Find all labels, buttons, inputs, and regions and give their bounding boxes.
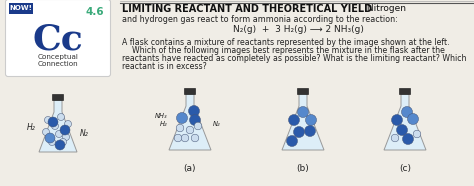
Text: reactant is in excess?: reactant is in excess?	[122, 62, 207, 71]
Text: (b): (b)	[297, 164, 310, 173]
Text: Cc: Cc	[33, 22, 83, 56]
Circle shape	[408, 113, 419, 124]
Circle shape	[55, 140, 65, 150]
Text: N₂(g)  +  3 H₂(g) ⟶ 2 NH₃(g): N₂(g) + 3 H₂(g) ⟶ 2 NH₃(g)	[233, 25, 364, 34]
Circle shape	[396, 124, 408, 135]
Circle shape	[189, 105, 200, 116]
Polygon shape	[39, 100, 77, 152]
Text: A flask contains a mixture of reactants represented by the image shown at the le: A flask contains a mixture of reactants …	[122, 38, 450, 47]
Text: NH₃: NH₃	[155, 113, 167, 119]
Circle shape	[45, 133, 55, 143]
Bar	[53, 94, 64, 100]
Circle shape	[298, 107, 309, 118]
Text: and hydrogen gas react to form ammonia according to the reaction:: and hydrogen gas react to form ammonia a…	[122, 15, 398, 24]
Circle shape	[293, 126, 304, 137]
Circle shape	[306, 115, 317, 126]
Circle shape	[194, 122, 202, 130]
Circle shape	[52, 123, 58, 129]
Circle shape	[413, 130, 421, 138]
Circle shape	[43, 129, 49, 135]
Circle shape	[181, 134, 189, 142]
Circle shape	[64, 121, 72, 127]
Circle shape	[48, 117, 58, 127]
Circle shape	[391, 134, 399, 142]
Circle shape	[392, 115, 402, 126]
Text: (c): (c)	[399, 164, 411, 173]
Circle shape	[60, 125, 70, 135]
Circle shape	[286, 135, 298, 147]
FancyBboxPatch shape	[6, 0, 110, 76]
Text: N₂: N₂	[213, 121, 220, 127]
Text: (a): (a)	[184, 164, 196, 173]
Circle shape	[176, 124, 184, 132]
Circle shape	[289, 115, 300, 126]
Circle shape	[174, 134, 182, 142]
Circle shape	[45, 116, 52, 124]
Text: NOW!: NOW!	[9, 6, 32, 12]
Polygon shape	[169, 94, 211, 150]
Text: 4.6: 4.6	[85, 7, 104, 17]
Circle shape	[191, 134, 199, 142]
Circle shape	[402, 134, 413, 145]
Bar	[400, 88, 410, 94]
Polygon shape	[282, 94, 324, 150]
Text: LIMITING REACTANT AND THEORETICAL YIELD: LIMITING REACTANT AND THEORETICAL YIELD	[122, 4, 372, 14]
Text: H₂: H₂	[159, 121, 167, 127]
Circle shape	[176, 113, 188, 124]
Text: Conceptual: Conceptual	[37, 54, 78, 60]
Text: Which of the following images best represents the mixture in the flask after the: Which of the following images best repre…	[122, 46, 445, 55]
Circle shape	[401, 107, 412, 118]
Bar	[9, 3, 33, 14]
Text: Nitrogen: Nitrogen	[364, 4, 406, 13]
Circle shape	[55, 131, 63, 137]
Text: reactants have reacted as completely as possible? What is the limiting reactant?: reactants have reacted as completely as …	[122, 54, 466, 63]
Circle shape	[48, 139, 55, 145]
Text: Connection: Connection	[38, 61, 78, 67]
Text: H₂: H₂	[27, 124, 36, 132]
Circle shape	[304, 126, 316, 137]
Bar	[184, 88, 195, 94]
Polygon shape	[384, 94, 426, 150]
Circle shape	[57, 113, 64, 121]
Circle shape	[190, 115, 201, 126]
Circle shape	[186, 126, 194, 134]
Bar	[298, 88, 309, 94]
Circle shape	[63, 134, 70, 140]
Text: N₂: N₂	[80, 129, 89, 139]
Circle shape	[60, 139, 66, 145]
